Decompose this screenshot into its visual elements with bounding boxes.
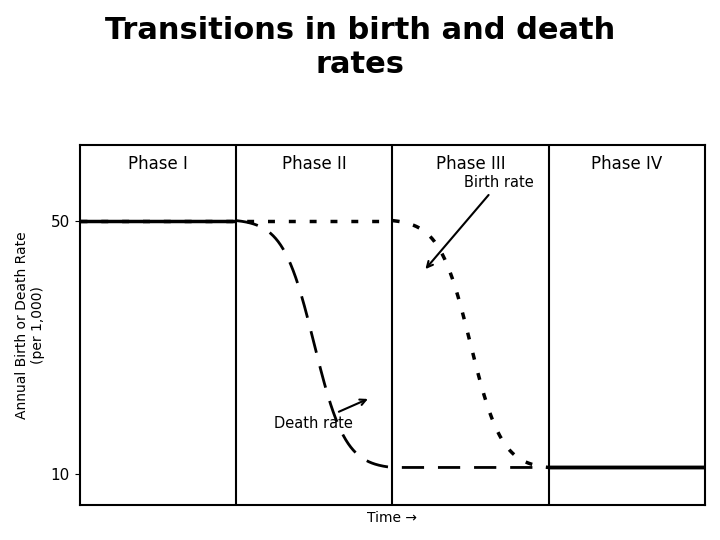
Text: Phase II: Phase II [282, 156, 346, 173]
X-axis label: Time →: Time → [367, 511, 418, 525]
Y-axis label: Annual Birth or Death Rate
(per 1,000): Annual Birth or Death Rate (per 1,000) [15, 231, 45, 419]
Text: Phase IV: Phase IV [591, 156, 662, 173]
Text: Transitions in birth and death
rates: Transitions in birth and death rates [105, 16, 615, 79]
Text: Death rate: Death rate [274, 400, 366, 430]
Text: Phase III: Phase III [436, 156, 505, 173]
Text: Birth rate: Birth rate [427, 175, 534, 267]
Text: Phase I: Phase I [128, 156, 188, 173]
